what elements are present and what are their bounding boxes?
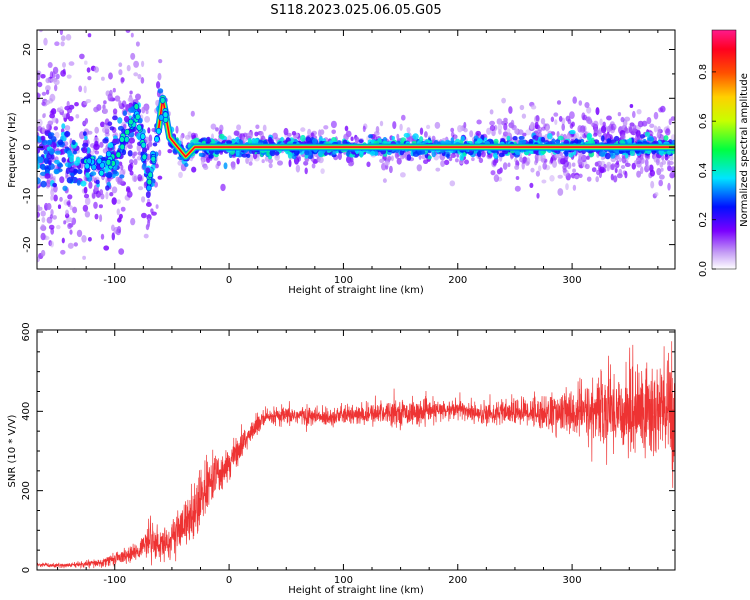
snr-plot: -100 0 100 200 300 0 200 400 600 Height of strai… [7, 322, 676, 596]
snr-xtick-label: -100 [103, 575, 126, 586]
snr-series-line [37, 341, 675, 570]
colorbar-tick-label: 0.4 [698, 162, 709, 178]
spectrogram-xtick-label: 300 [563, 275, 582, 286]
colorbar-gradient [711, 29, 737, 270]
snr-ytick-label: 600 [21, 322, 32, 341]
colorbar-ticks: 0.0 0.2 0.4 0.6 0.8 [698, 64, 716, 277]
snr-ylabel: SNR (10 * V/V) [7, 414, 18, 487]
colorbar: 0.0 0.2 0.4 0.6 0.8 Normalized spectral ampl… [698, 29, 750, 277]
spectrogram-ylabel: Frequency (Hz) [7, 112, 18, 188]
spectrogram-xlabel: Height of straight line (km) [288, 285, 424, 296]
spectrogram-ytick-label: 0 [22, 144, 33, 150]
colorbar-tick-label: 0.8 [698, 64, 709, 80]
snr-xtick-label: 100 [334, 575, 353, 586]
colorbar-tick-label: 0.0 [698, 261, 709, 277]
snr-ticks: -100 0 100 200 300 0 200 400 600 [21, 322, 675, 586]
spectrogram-xtick-label: 0 [226, 275, 232, 286]
snr-ytick-label: 400 [21, 402, 32, 421]
spectrogram-ytick-label: 20 [22, 43, 33, 56]
colorbar-tick-label: 0.6 [698, 113, 709, 129]
snr-frame [36, 329, 676, 571]
colorbar-label: Normalized spectral amplitude [739, 73, 750, 227]
figure-title: S118.2023.025.06.05.G05 [270, 3, 441, 18]
spectrogram-xtick-label: 100 [334, 275, 353, 286]
snr-xlabel: Height of straight line (km) [288, 585, 424, 596]
snr-xtick-label: 0 [226, 575, 232, 586]
spectrogram-ytick-label: 10 [22, 92, 33, 105]
spectrogram-xtick-label: -100 [103, 275, 126, 286]
colorbar-tick-label: 0.2 [698, 212, 709, 228]
snr-ytick-label: 200 [21, 481, 32, 500]
spectrogram-heatmap [37, 30, 675, 269]
spectrogram-ytick-label: -20 [22, 236, 33, 252]
spectrogram-ytick-label: -10 [22, 188, 33, 204]
snr-ytick-label: 0 [21, 567, 32, 573]
snr-xtick-label: 200 [448, 575, 467, 586]
spectrogram-frame [36, 29, 676, 270]
snr-xtick-label: 300 [563, 575, 582, 586]
spectrogram-ridge-line [157, 97, 675, 158]
spectrogram-xtick-label: 200 [448, 275, 467, 286]
